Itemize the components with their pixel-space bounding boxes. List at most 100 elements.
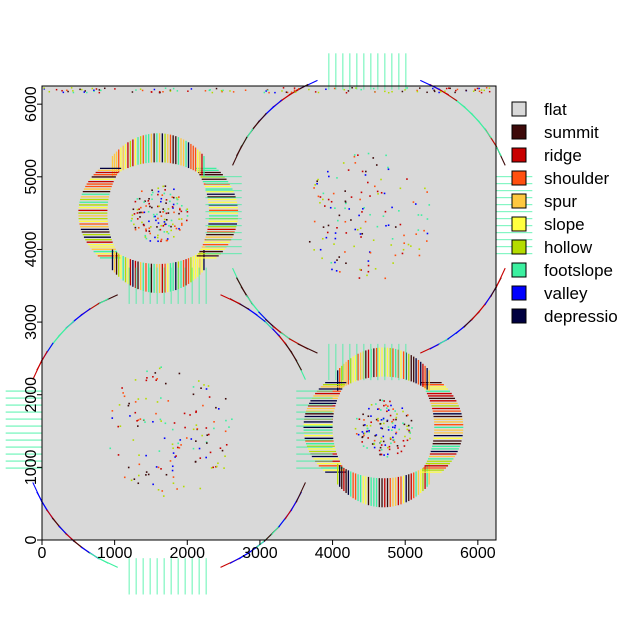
speckle bbox=[195, 411, 197, 414]
speckle bbox=[148, 230, 151, 233]
speckle bbox=[376, 225, 379, 228]
speckle bbox=[168, 224, 170, 227]
speckle bbox=[380, 191, 383, 194]
speckle bbox=[205, 388, 208, 390]
speckle bbox=[355, 433, 358, 435]
speckle bbox=[385, 407, 388, 409]
speckle bbox=[151, 189, 153, 192]
speckle bbox=[173, 211, 175, 214]
speckle bbox=[133, 213, 136, 215]
speckle bbox=[319, 248, 322, 251]
plot-border bbox=[41, 85, 497, 541]
speckle bbox=[376, 190, 379, 193]
x-tick-label: 6000 bbox=[460, 545, 496, 562]
speckle bbox=[313, 249, 315, 251]
speckle bbox=[344, 200, 347, 203]
speckle bbox=[396, 452, 399, 455]
speckle bbox=[118, 404, 121, 406]
speckle bbox=[132, 439, 135, 441]
speckle bbox=[231, 418, 233, 421]
speckle bbox=[153, 215, 155, 218]
speckle bbox=[151, 206, 153, 209]
speckle bbox=[170, 219, 173, 222]
speckle bbox=[344, 251, 346, 253]
speckle bbox=[426, 218, 429, 220]
speckle bbox=[379, 409, 382, 411]
speckle bbox=[391, 238, 394, 240]
speckle bbox=[209, 451, 212, 454]
speckle bbox=[185, 219, 188, 222]
speckle bbox=[383, 454, 385, 456]
speckle bbox=[160, 420, 163, 422]
edge-speckle bbox=[360, 88, 362, 91]
speckle bbox=[350, 219, 352, 221]
edge-speckle bbox=[80, 88, 83, 91]
speckle bbox=[167, 232, 170, 235]
speckle bbox=[139, 216, 141, 218]
speckle bbox=[178, 212, 180, 215]
edge-speckle bbox=[478, 87, 480, 90]
speckle bbox=[171, 206, 174, 208]
speckle bbox=[117, 454, 120, 456]
speckle bbox=[178, 372, 181, 375]
y-tick-label: 5000 bbox=[23, 159, 40, 195]
speckle bbox=[380, 453, 383, 456]
speckle bbox=[196, 428, 199, 430]
speckle bbox=[162, 208, 165, 210]
speckle bbox=[157, 234, 159, 237]
edge-speckle bbox=[208, 89, 211, 92]
speckle bbox=[180, 222, 183, 225]
speckle bbox=[390, 442, 392, 445]
speckle bbox=[205, 456, 207, 459]
speckle bbox=[136, 419, 138, 422]
edge-speckle bbox=[150, 91, 153, 93]
edge-speckle bbox=[114, 88, 116, 90]
edge-speckle bbox=[480, 91, 483, 94]
speckle bbox=[156, 236, 159, 239]
edge-speckle bbox=[488, 87, 491, 89]
speckle bbox=[224, 397, 227, 400]
speckle bbox=[394, 426, 396, 429]
speckle bbox=[426, 240, 428, 242]
speckle bbox=[171, 465, 174, 468]
speckle bbox=[327, 224, 330, 227]
speckle bbox=[384, 210, 387, 213]
edge-speckle bbox=[169, 89, 172, 92]
speckle bbox=[164, 185, 167, 187]
speckle bbox=[203, 384, 205, 386]
speckle bbox=[208, 396, 211, 398]
speckle bbox=[164, 222, 166, 225]
edge-speckle bbox=[172, 87, 175, 90]
speckle bbox=[198, 447, 201, 450]
speckle bbox=[410, 419, 413, 422]
speckle bbox=[140, 190, 143, 193]
interior-speckles bbox=[43, 87, 491, 497]
speckle bbox=[399, 187, 402, 190]
edge-speckle bbox=[478, 90, 481, 93]
legend-swatch bbox=[511, 216, 527, 232]
edge-speckle bbox=[433, 89, 435, 92]
speckle bbox=[180, 204, 183, 207]
speckle bbox=[368, 431, 371, 433]
speckle bbox=[398, 428, 401, 431]
speckle bbox=[313, 187, 315, 189]
speckle bbox=[386, 456, 389, 458]
speckle bbox=[350, 196, 353, 198]
speckle bbox=[167, 212, 170, 214]
speckle bbox=[394, 226, 397, 228]
speckle bbox=[156, 213, 158, 216]
speckle bbox=[392, 436, 394, 439]
speckle bbox=[426, 191, 428, 193]
speckle bbox=[175, 196, 178, 199]
speckle bbox=[379, 453, 381, 456]
speckle bbox=[199, 487, 202, 490]
speckle bbox=[158, 205, 160, 208]
speckle bbox=[380, 437, 383, 439]
speckle bbox=[162, 495, 165, 497]
edge-speckle bbox=[266, 89, 269, 92]
speckle bbox=[134, 200, 137, 203]
speckle bbox=[366, 427, 369, 430]
edge-speckle bbox=[187, 90, 189, 92]
edge-speckle bbox=[343, 88, 346, 91]
